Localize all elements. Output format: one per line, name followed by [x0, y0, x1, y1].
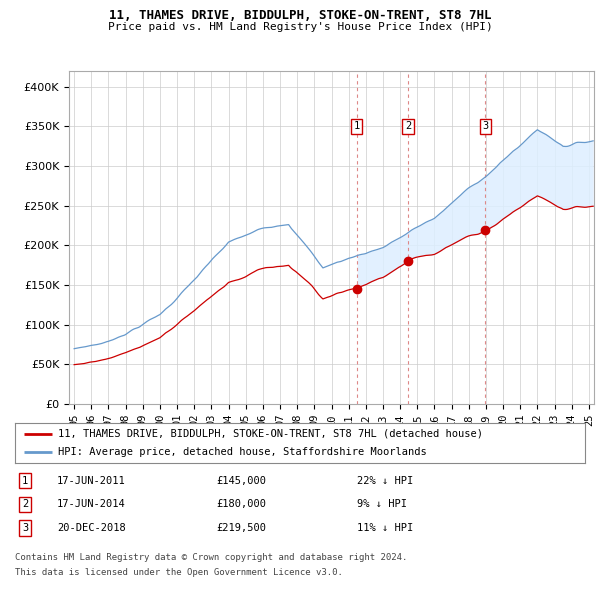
- Text: 22% ↓ HPI: 22% ↓ HPI: [357, 476, 413, 486]
- Text: HPI: Average price, detached house, Staffordshire Moorlands: HPI: Average price, detached house, Staf…: [58, 447, 427, 457]
- Text: 2: 2: [22, 500, 28, 509]
- Text: £145,000: £145,000: [216, 476, 266, 486]
- Text: 17-JUN-2014: 17-JUN-2014: [57, 500, 126, 509]
- Text: 3: 3: [22, 523, 28, 533]
- Text: £180,000: £180,000: [216, 500, 266, 509]
- Text: 17-JUN-2011: 17-JUN-2011: [57, 476, 126, 486]
- Text: 3: 3: [482, 122, 488, 132]
- Text: 11, THAMES DRIVE, BIDDULPH, STOKE-ON-TRENT, ST8 7HL: 11, THAMES DRIVE, BIDDULPH, STOKE-ON-TRE…: [109, 9, 491, 22]
- Text: Contains HM Land Registry data © Crown copyright and database right 2024.: Contains HM Land Registry data © Crown c…: [15, 553, 407, 562]
- Text: 2: 2: [405, 122, 411, 132]
- Text: 11% ↓ HPI: 11% ↓ HPI: [357, 523, 413, 533]
- Text: 1: 1: [22, 476, 28, 486]
- Text: 11, THAMES DRIVE, BIDDULPH, STOKE-ON-TRENT, ST8 7HL (detached house): 11, THAMES DRIVE, BIDDULPH, STOKE-ON-TRE…: [58, 429, 483, 439]
- Text: 1: 1: [353, 122, 359, 132]
- Text: 20-DEC-2018: 20-DEC-2018: [57, 523, 126, 533]
- Text: This data is licensed under the Open Government Licence v3.0.: This data is licensed under the Open Gov…: [15, 568, 343, 577]
- Text: £219,500: £219,500: [216, 523, 266, 533]
- Text: 9% ↓ HPI: 9% ↓ HPI: [357, 500, 407, 509]
- Text: Price paid vs. HM Land Registry's House Price Index (HPI): Price paid vs. HM Land Registry's House …: [107, 22, 493, 32]
